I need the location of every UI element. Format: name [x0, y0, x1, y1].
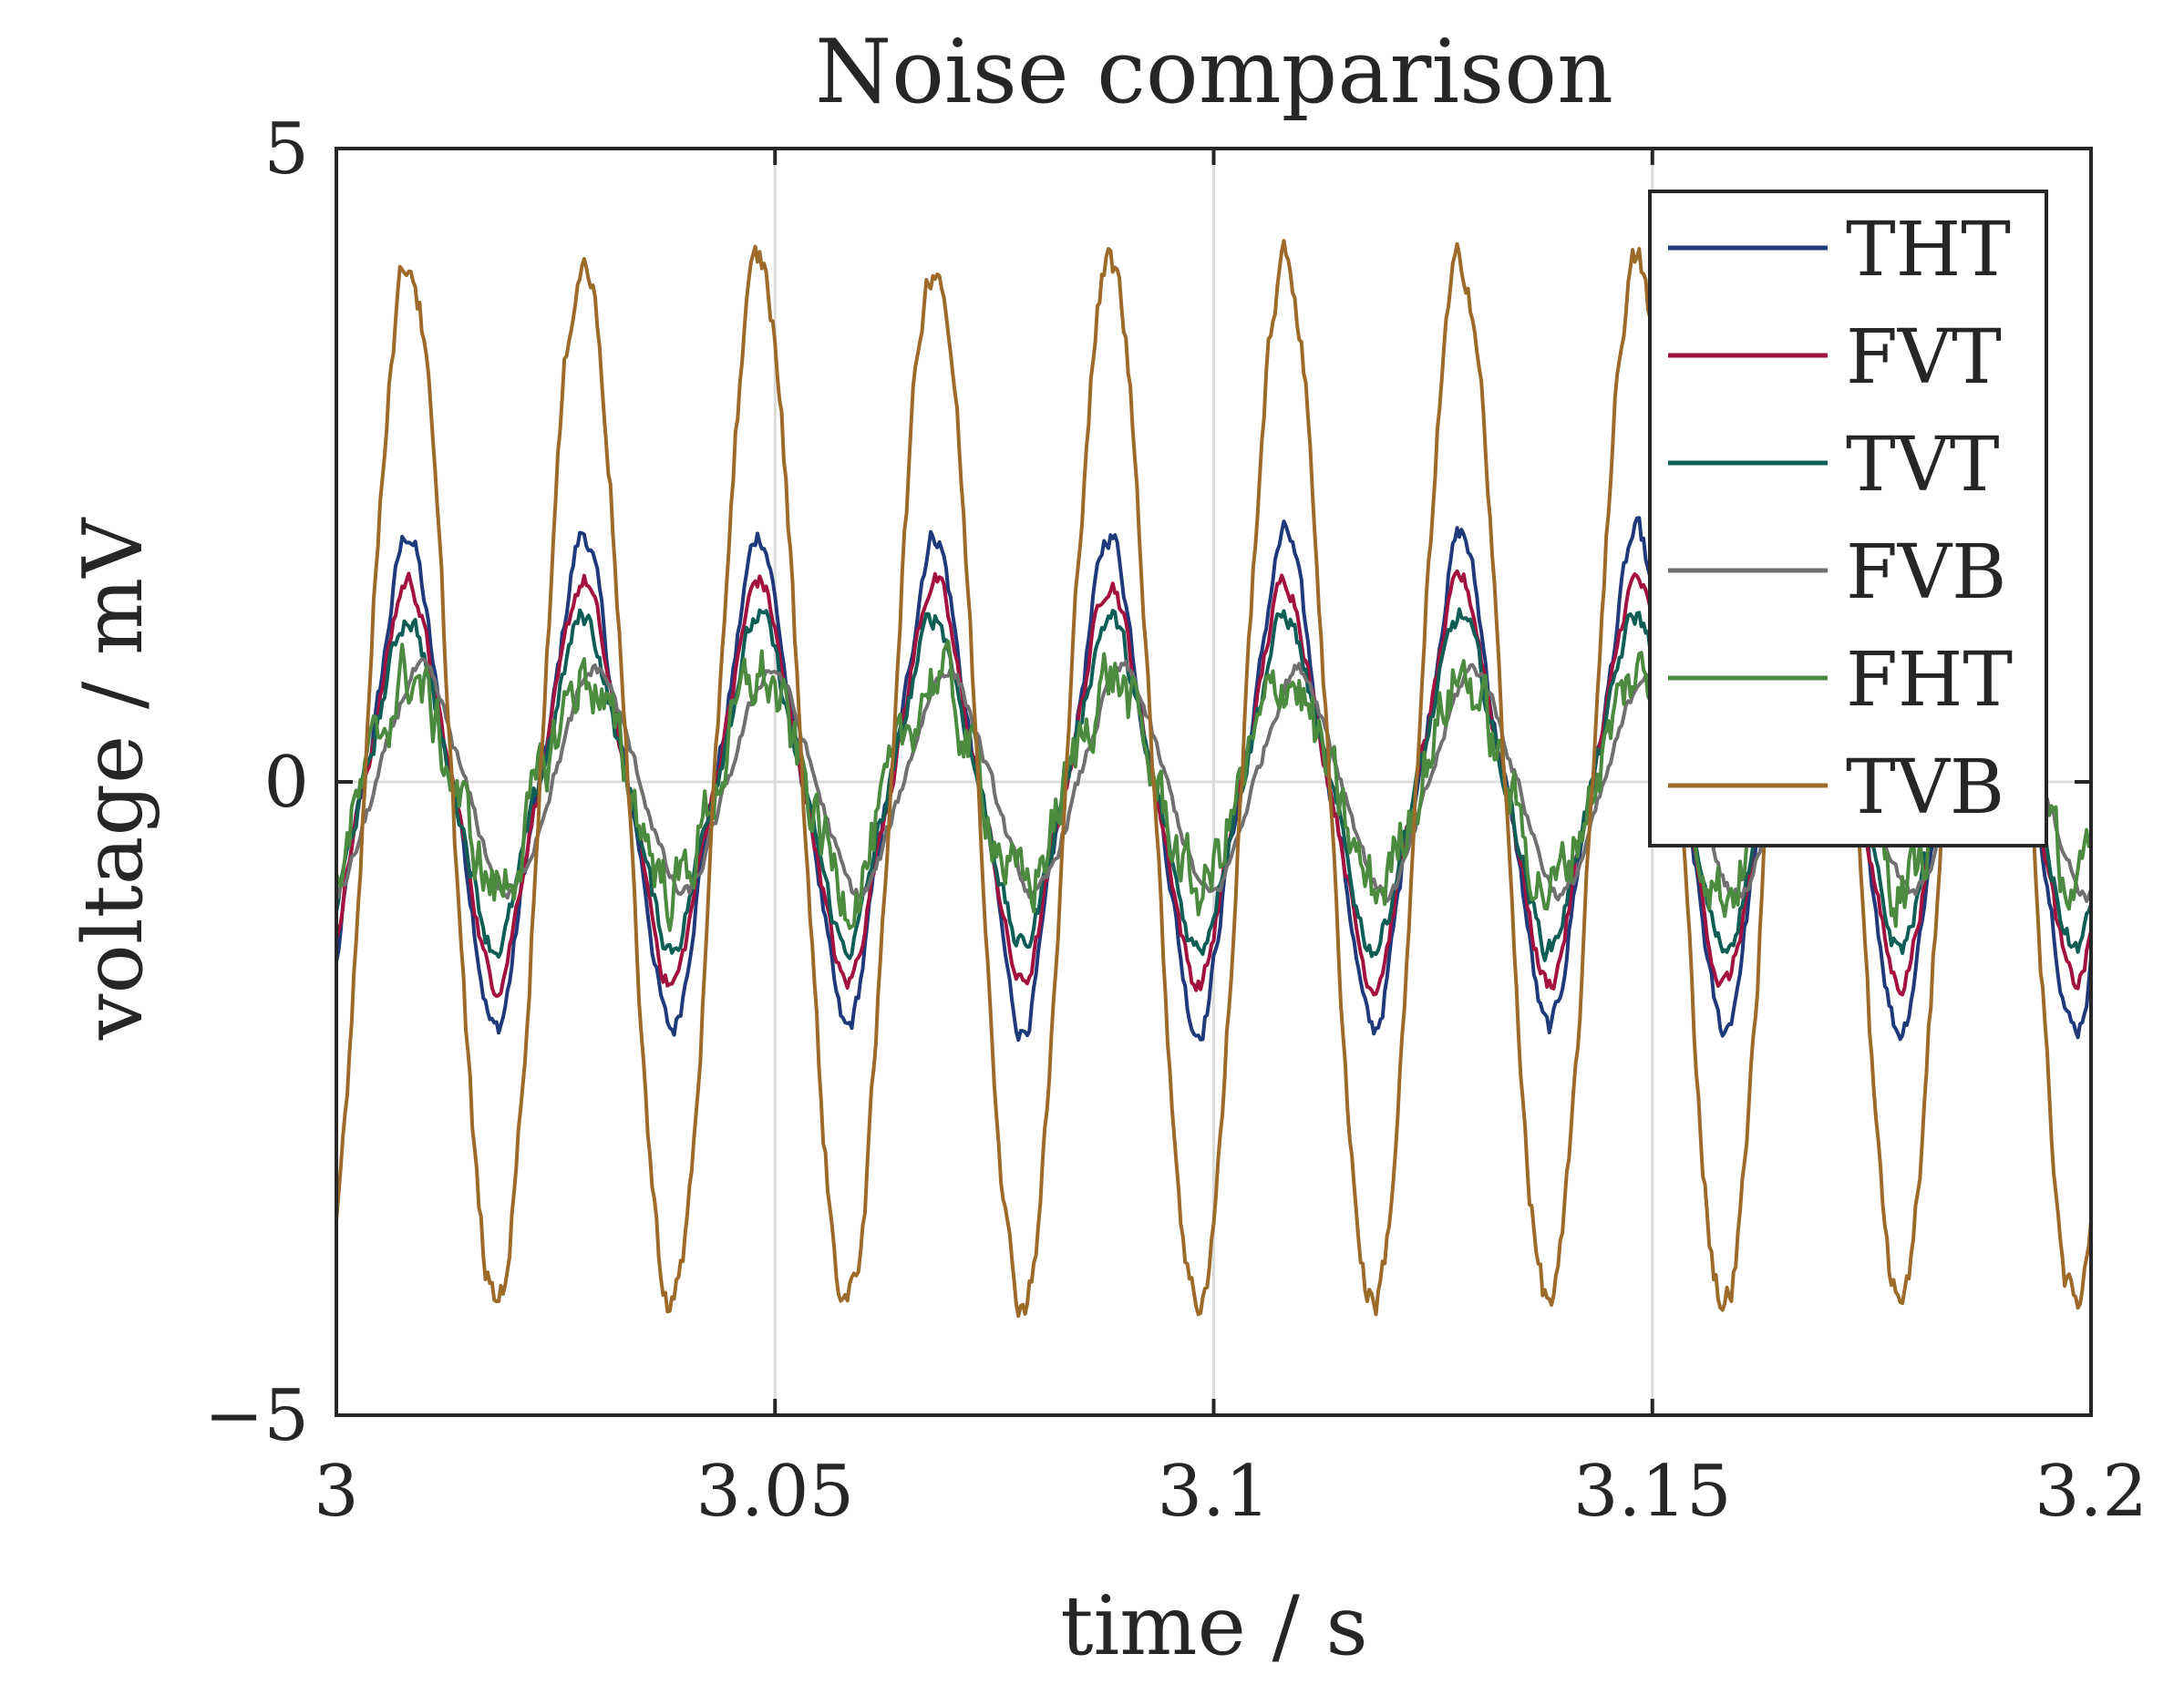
legend: THT FVT TVT FVB FHT TVB [1648, 190, 2048, 847]
legend-label-tvt: TVT [1846, 422, 2000, 508]
legend-label-tht: THT [1846, 207, 2011, 293]
chart-title: Noise comparison [815, 21, 1613, 123]
x-tick-label: 3.15 [1573, 1451, 1732, 1533]
axis-ticks [335, 147, 2093, 1417]
y-tick-label: 5 [263, 108, 309, 190]
x-axis-label: time / s [1060, 1578, 1367, 1674]
y-tick-label: −5 [204, 1375, 309, 1457]
legend-box [1648, 190, 2048, 847]
x-tick-label: 3.05 [695, 1451, 854, 1533]
legend-label-fht: FHT [1846, 637, 2013, 724]
x-tick-label: 3.1 [1157, 1451, 1270, 1533]
axis-tick-labels: 3 3.05 3.1 3.15 3.2 −5 0 5 [204, 108, 2148, 1533]
y-tick-label: 0 [263, 742, 309, 824]
legend-label-tvb: TVB [1846, 745, 2004, 831]
legend-label-fvb: FVB [1846, 529, 2006, 616]
x-tick-label: 3 [314, 1451, 359, 1533]
legend-label-fvt: FVT [1846, 314, 2002, 401]
y-axis-label: voltage / mV [66, 517, 161, 1041]
x-tick-label: 3.2 [2035, 1451, 2148, 1533]
